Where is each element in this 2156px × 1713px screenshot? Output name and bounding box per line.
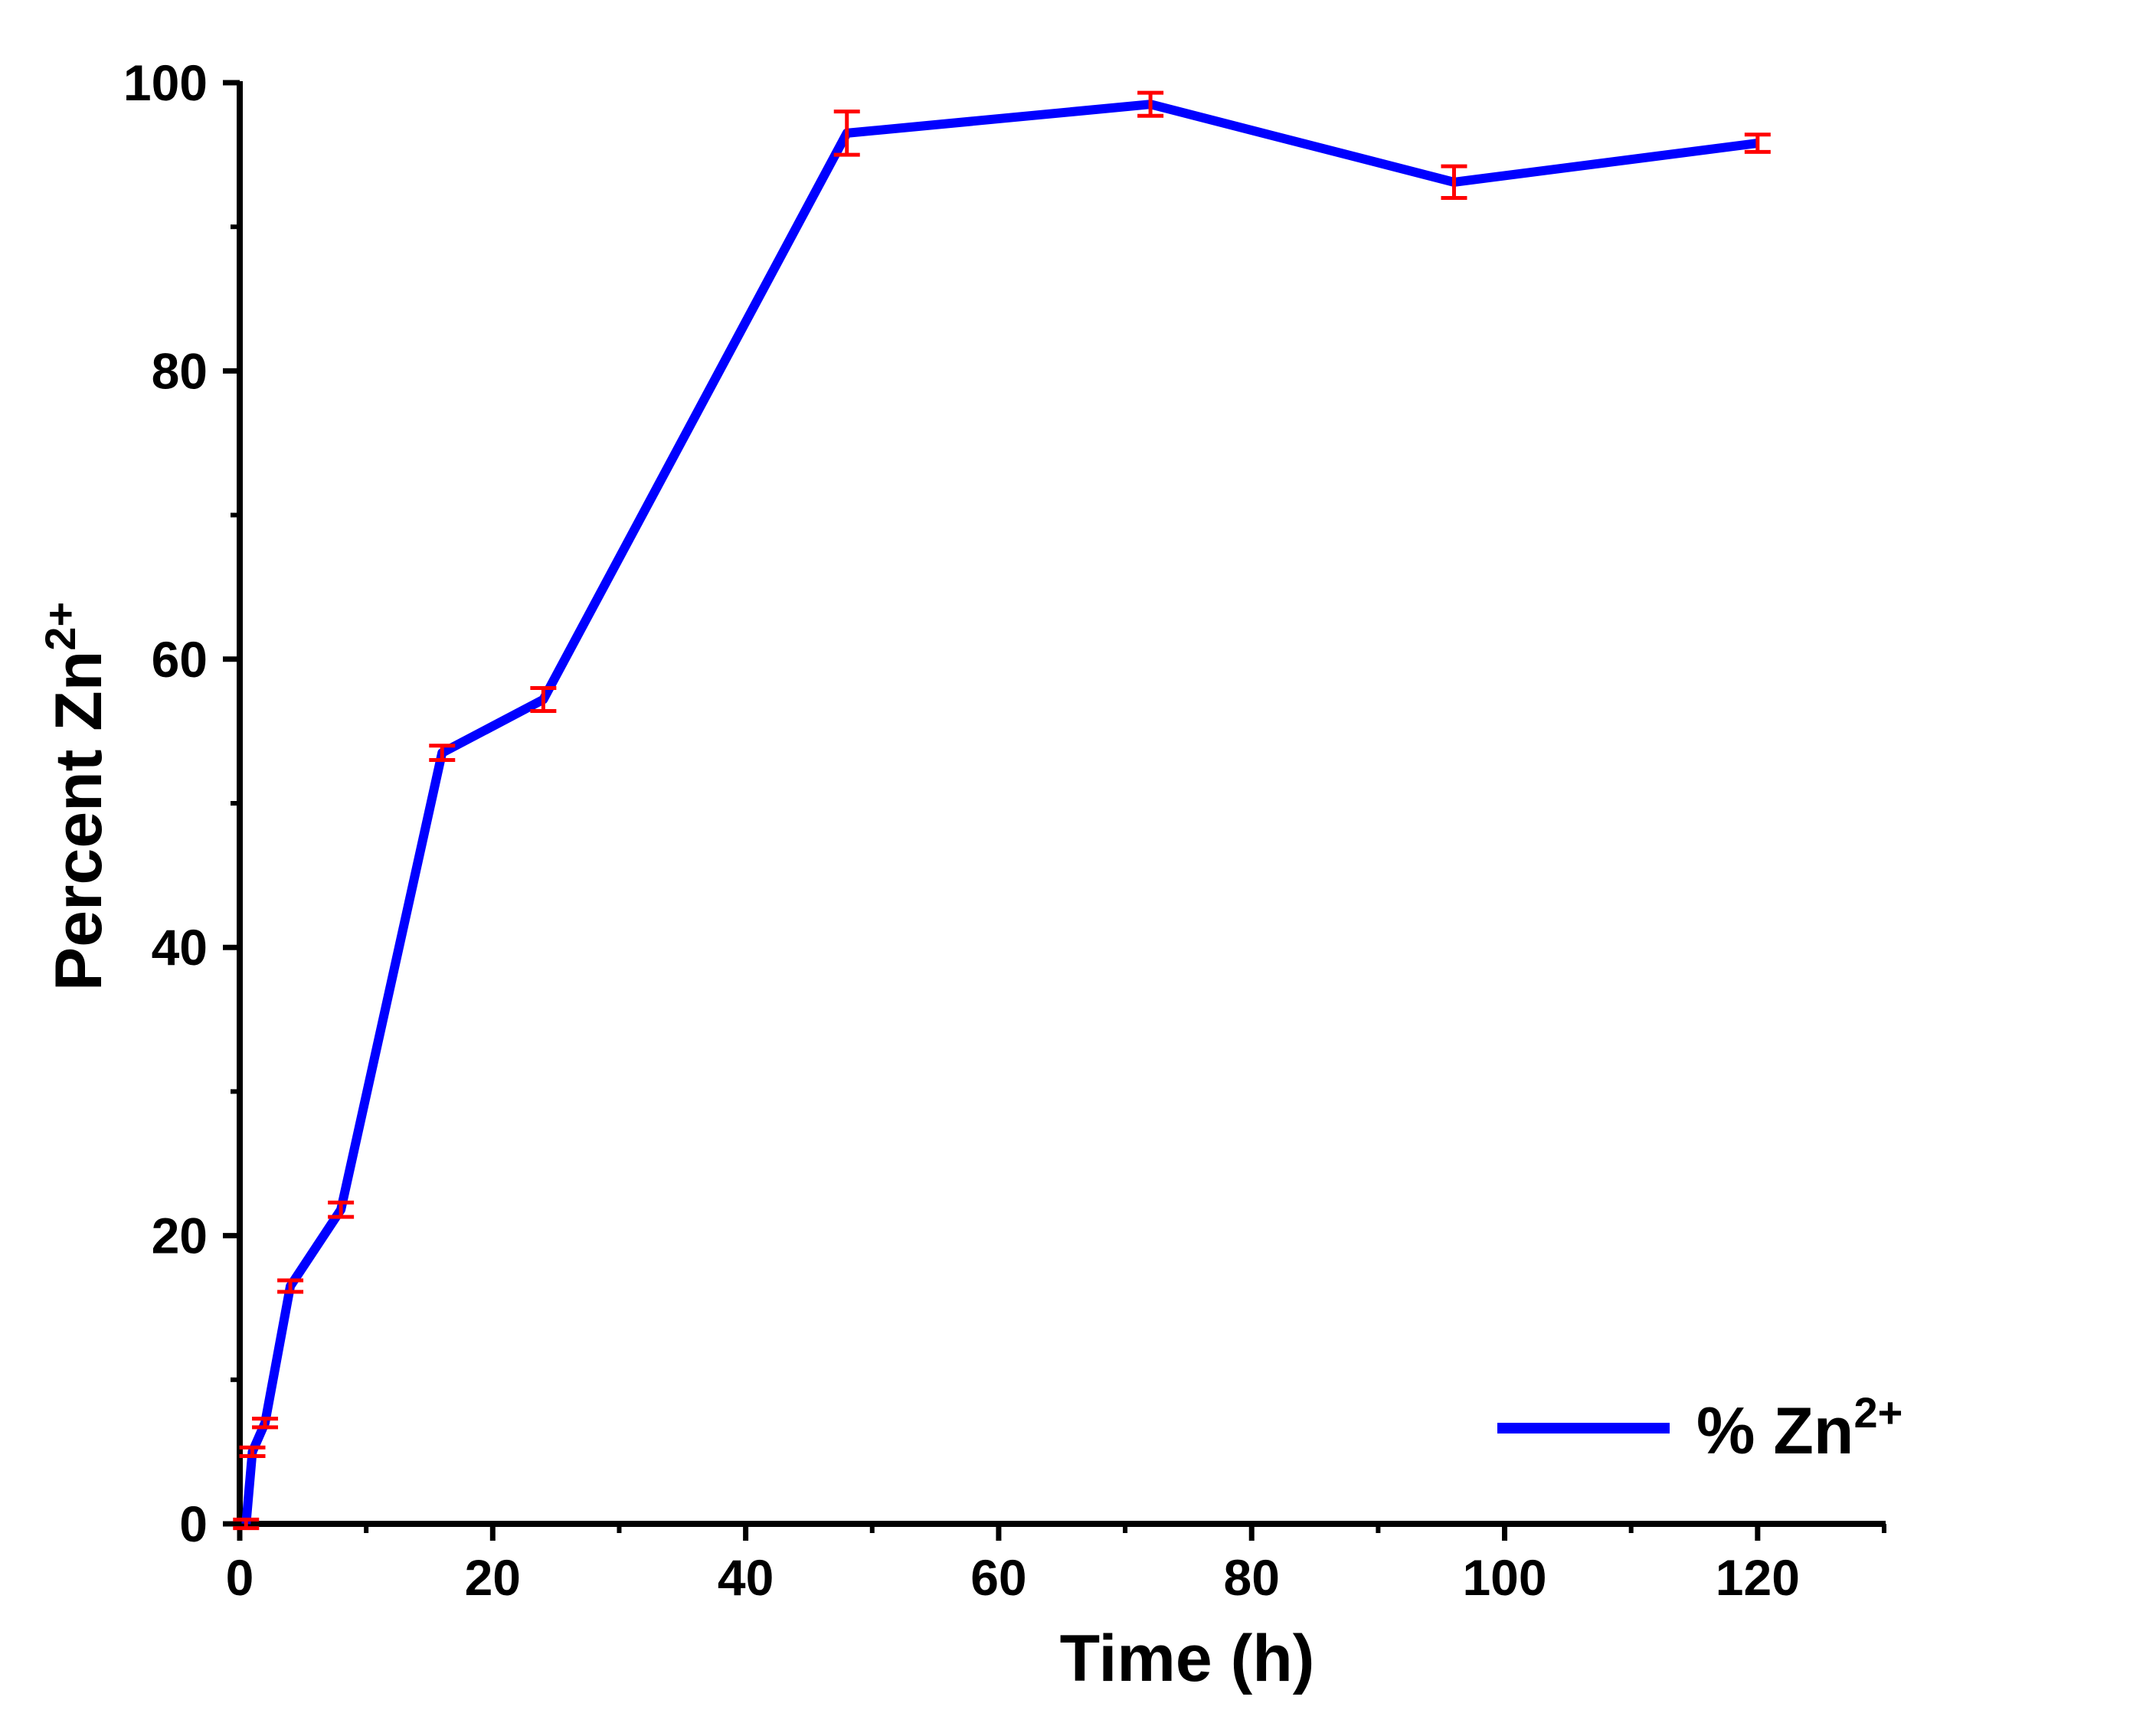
error-bar xyxy=(1441,164,1467,201)
error-bar xyxy=(429,744,456,763)
y-axis-title: Percent Zn2+ xyxy=(36,602,116,991)
x-axis-title: Time (h) xyxy=(1060,1622,1315,1695)
x-tick-label: 100 xyxy=(1462,1549,1546,1606)
x-tick-label: 80 xyxy=(1224,1549,1280,1606)
x-tick-label: 120 xyxy=(1716,1549,1800,1606)
y-tick-label: 60 xyxy=(152,631,208,688)
y-tick-label: 100 xyxy=(123,54,208,111)
error-bar xyxy=(328,1200,355,1219)
legend-label-base: % Zn xyxy=(1696,1394,1853,1468)
legend-label-sup: 2+ xyxy=(1853,1388,1902,1437)
y-tick-label: 80 xyxy=(152,342,208,399)
y-axis-title-base: Percent Zn xyxy=(42,651,116,991)
x-tick-label: 40 xyxy=(718,1549,774,1606)
error-bar xyxy=(1137,90,1164,118)
error-bar xyxy=(239,1445,266,1459)
error-bars xyxy=(233,90,1771,1531)
y-tick-label: 40 xyxy=(152,919,208,976)
x-tick-label: 0 xyxy=(226,1549,254,1606)
error-bar xyxy=(252,1417,279,1430)
error-bar xyxy=(833,110,860,157)
error-bar xyxy=(233,1517,260,1531)
error-bar xyxy=(1744,132,1771,154)
series-line xyxy=(241,100,1758,1525)
legend: % Zn2+ xyxy=(1497,1388,1902,1468)
x-tick-label: 20 xyxy=(465,1549,521,1606)
x-tick-label: 60 xyxy=(970,1549,1026,1606)
series-line-group xyxy=(241,100,1758,1525)
y-tick-label: 20 xyxy=(152,1208,208,1264)
error-bar xyxy=(277,1278,304,1294)
y-tick-label: 0 xyxy=(179,1496,208,1552)
axes xyxy=(237,81,1886,1527)
error-bar xyxy=(530,685,557,714)
legend-label: % Zn2+ xyxy=(1696,1388,1902,1468)
axis-ticks: 0 20 40 60 80 100 120 0 20 40 60 80 100 xyxy=(123,54,1886,1606)
y-axis-title-sup: 2+ xyxy=(36,602,84,651)
